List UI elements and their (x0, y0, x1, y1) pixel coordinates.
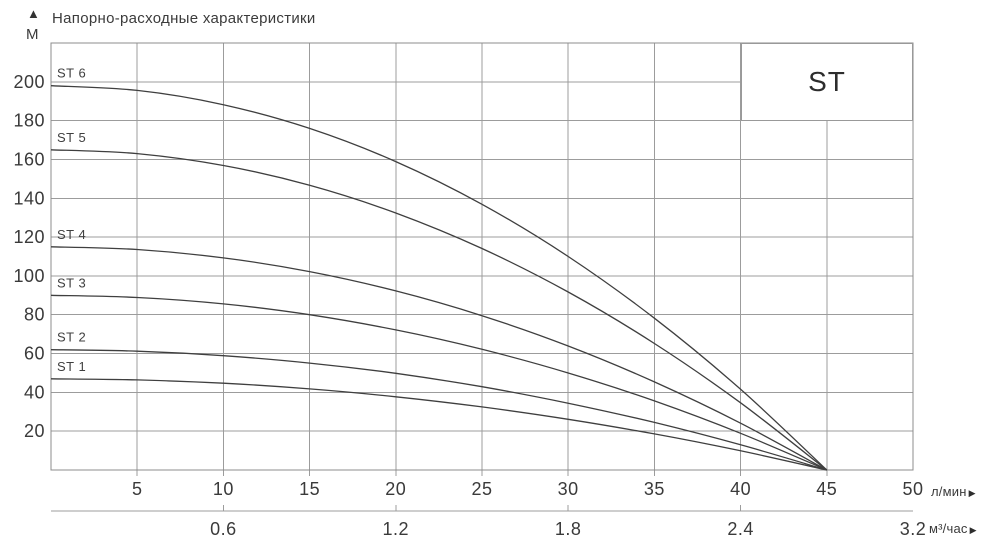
series-family-label: ST (808, 66, 846, 97)
y-tick-label: 40 (24, 382, 45, 402)
y-axis-unit-label: М (26, 26, 39, 43)
curve-st-1 (50, 378, 827, 471)
y-axis-arrow-icon: ▲ (27, 6, 40, 21)
x-tick-label: 20 (385, 479, 406, 499)
curve-st-2 (50, 349, 827, 471)
curve-st-5 (50, 149, 828, 471)
curve-label-st-6: ST 6 (57, 66, 86, 81)
secondary-tick-label: 1.2 (383, 519, 410, 539)
x-tick-label: 5 (132, 479, 143, 499)
curve-label-st-4: ST 4 (57, 227, 86, 242)
y-tick-label: 160 (13, 149, 45, 169)
x-tick-label: 50 (902, 479, 923, 499)
plot-frame (50, 42, 914, 471)
y-tick-label: 200 (13, 72, 45, 92)
secondary-tick-label: 2.4 (727, 519, 754, 539)
curve-label-st-1: ST 1 (57, 359, 86, 374)
x-axis-arrow-icon: ▶ (968, 488, 976, 498)
x-axis-arrow-icon: ▶ (969, 525, 977, 535)
x-tick-label: 35 (644, 479, 665, 499)
x-tick-label: 15 (299, 479, 320, 499)
curve-label-st-5: ST 5 (57, 130, 86, 145)
x-axis-secondary-unit-label: м³/час (929, 521, 968, 536)
chart-title: Напорно-расходные характеристики (52, 10, 316, 27)
y-tick-label: 140 (13, 188, 45, 208)
curve-label-st-2: ST 2 (57, 330, 86, 345)
curve-st-3 (50, 294, 828, 471)
x-tick-label: 10 (213, 479, 234, 499)
y-tick-label: 100 (13, 266, 45, 286)
y-tick-label: 80 (24, 305, 45, 325)
x-tick-label: 30 (558, 479, 579, 499)
x-axis-secondary-unit: м³/час ▶ (929, 521, 977, 536)
y-tick-label: 60 (24, 344, 45, 364)
curve-st-6 (50, 85, 828, 471)
x-tick-label: 45 (816, 479, 837, 499)
x-tick-label: 25 (471, 479, 492, 499)
y-tick-label: 20 (24, 421, 45, 441)
secondary-tick-label: 1.8 (555, 519, 582, 539)
x-axis-primary-unit-label: л/мин (931, 484, 967, 499)
secondary-tick-label: 3.2 (900, 519, 927, 539)
y-tick-label: 180 (13, 111, 45, 131)
y-tick-label: 120 (13, 227, 45, 247)
x-axis-primary-unit: л/мин ▶ (931, 484, 976, 499)
x-tick-label: 40 (730, 479, 751, 499)
curve-st-4 (50, 246, 828, 471)
series-family-badge: ST (741, 43, 913, 121)
curve-label-st-3: ST 3 (57, 275, 86, 290)
secondary-tick-label: 0.6 (210, 519, 237, 539)
